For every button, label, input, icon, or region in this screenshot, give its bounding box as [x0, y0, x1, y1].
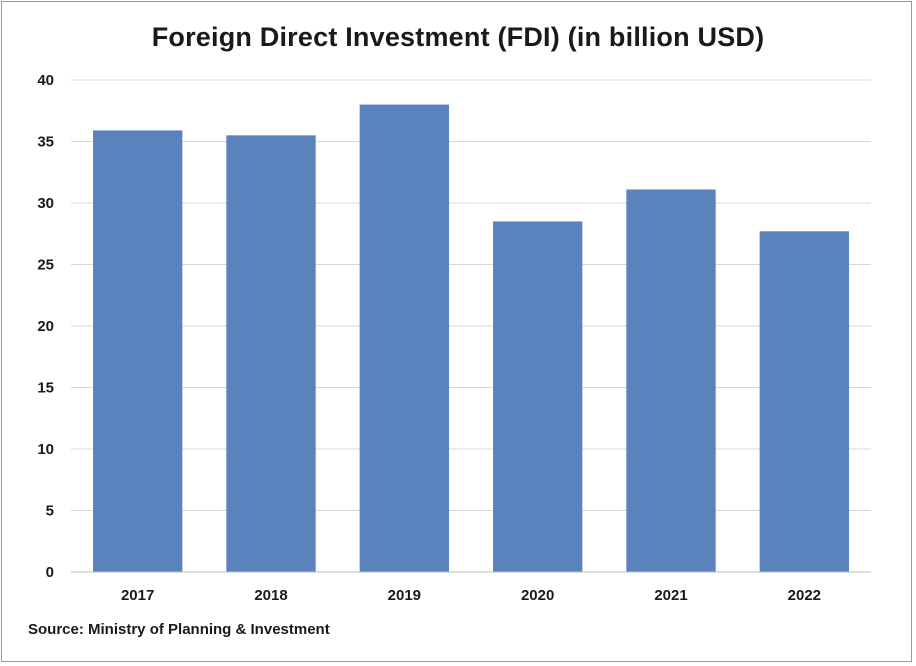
chart-title: Foreign Direct Investment (FDI) (in bill…: [151, 22, 765, 52]
y-tick-label: 30: [37, 195, 54, 212]
y-axis-ticks: 0 5 10 15 20 25 30 35 40: [37, 72, 54, 581]
x-tick-label: 2021: [654, 587, 687, 604]
y-tick-label: 40: [37, 72, 54, 89]
gridlines: [71, 79, 871, 511]
y-tick-label: 35: [37, 134, 54, 151]
bar-2017: [93, 130, 183, 572]
bar-2019: [359, 104, 449, 572]
bar-2021: [626, 189, 716, 572]
x-tick-label: 2017: [121, 587, 154, 604]
y-tick-label: 10: [37, 441, 54, 458]
x-tick-label: 2020: [521, 587, 554, 604]
bar-2020: [493, 221, 583, 572]
y-tick-label: 15: [37, 380, 54, 397]
bars: [93, 104, 849, 573]
x-axis-ticks: 2017 2018 2019 2020 2021 2022: [121, 587, 821, 604]
y-tick-label: 20: [37, 318, 54, 335]
y-tick-label: 5: [46, 503, 54, 520]
x-tick-label: 2019: [388, 587, 421, 604]
bar-2022: [759, 231, 849, 573]
x-tick-label: 2022: [788, 587, 821, 604]
bar-2018: [226, 135, 316, 572]
source-note: Source: Ministry of Planning & Investmen…: [28, 621, 330, 638]
x-tick-label: 2018: [254, 587, 287, 604]
y-tick-label: 0: [46, 564, 54, 581]
y-tick-label: 25: [37, 257, 54, 274]
